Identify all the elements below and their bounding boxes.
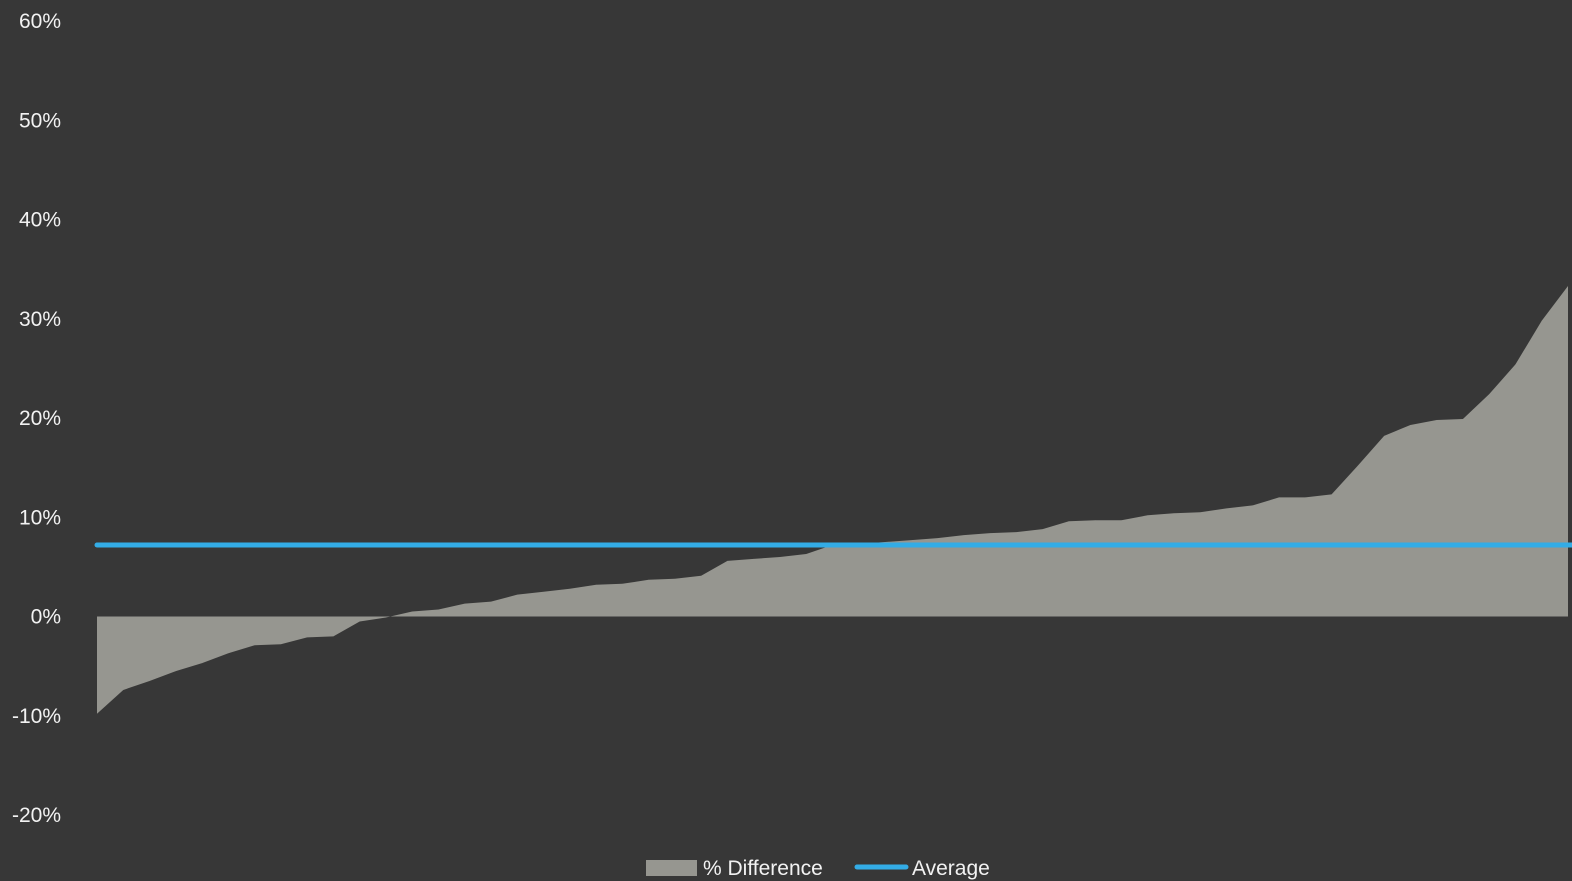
y-tick-label: 0% [31,606,61,629]
y-tick-label: 30% [19,308,61,331]
legend-label-difference: % Difference [703,857,823,880]
y-tick-label: -20% [12,804,61,827]
legend-swatch-difference [646,860,697,876]
y-tick-label: 40% [19,209,61,232]
plot-area [94,285,1572,714]
y-axis: 60% 50% 40% 30% 20% 10% 0% -10% -20% [12,10,61,827]
y-tick-label: 20% [19,407,61,430]
y-tick-label: 60% [19,10,61,33]
y-tick-label: 10% [19,506,61,529]
y-tick-label: 50% [19,109,61,132]
legend-label-average: Average [912,857,990,880]
legend: % Difference Average [646,857,990,880]
difference-area-series [97,286,1568,714]
y-tick-label: -10% [12,705,61,728]
